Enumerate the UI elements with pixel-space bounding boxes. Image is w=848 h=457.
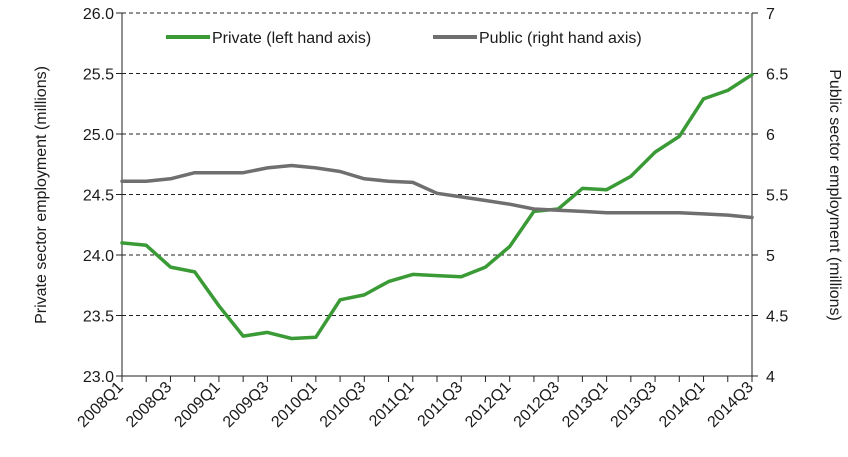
right-tick-label: 5.5 [766,188,788,205]
x-tick-label: 2012Q3 [511,379,563,431]
left-tick-label: 23.0 [83,369,114,386]
right-tick-label: 4.5 [766,309,788,326]
left-axis-title: Private sector employment (millions) [33,66,50,324]
x-tick-label: 2014Q1 [656,379,708,431]
right-y-axis-ticks: 4 4.5 5 5.5 6 6.5 7 [752,6,788,386]
legend-label-private: Private (left hand axis) [212,30,371,47]
gridlines [122,12,752,316]
right-tick-label: 5 [766,248,775,265]
right-tick-label: 6.5 [766,67,788,84]
legend-entry-private: Private (left hand axis) [166,30,371,47]
legend: Private (left hand axis) Public (right h… [166,30,642,47]
left-tick-label: 26.0 [83,6,114,23]
legend-label-public: Public (right hand axis) [479,30,642,47]
legend-entry-public: Public (right hand axis) [433,30,642,47]
right-tick-label: 6 [766,127,775,144]
series-line-private [120,72,754,341]
right-tick-label: 4 [766,369,775,386]
left-tick-label: 25.5 [83,67,114,84]
right-axis-title: Public sector employment (millions) [826,69,843,321]
x-tick-label: 2008Q3 [123,379,175,431]
left-tick-label: 23.5 [83,309,114,326]
x-tick-label: 2011Q1 [366,379,418,431]
x-tick-label: 2012Q1 [462,379,514,431]
x-tick-label: 2010Q3 [317,379,369,431]
left-y-axis-ticks: 23.0 23.5 24.0 24.5 25.0 25.5 26.0 [83,6,122,386]
x-tick-label: 2011Q3 [415,379,467,431]
x-tick-label: 2009Q1 [171,379,223,431]
left-tick-label: 24.0 [83,248,114,265]
left-tick-label: 25.0 [83,127,114,144]
x-axis-ticks: 2008Q12008Q32009Q12009Q32010Q12010Q32011… [75,376,757,431]
series [120,72,754,341]
x-tick-label: 2013Q1 [559,379,611,431]
right-tick-label: 7 [766,6,775,23]
x-tick-label: 2008Q1 [75,379,127,431]
x-tick-label: 2010Q1 [268,379,320,431]
x-tick-label: 2014Q3 [705,379,757,431]
x-tick-label: 2013Q3 [608,379,660,431]
x-tick-label: 2009Q3 [220,379,272,431]
left-tick-label: 24.5 [83,188,114,205]
series-line-public [120,163,754,220]
